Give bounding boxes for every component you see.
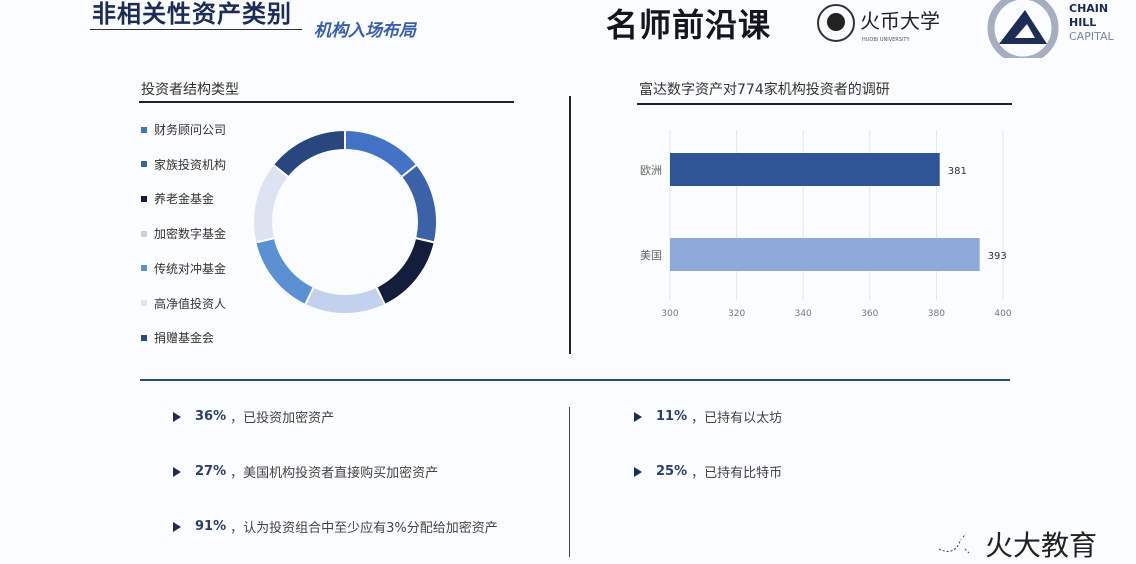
x-tick-label: 380 <box>928 309 945 319</box>
slide-subtitle: 机构入场布局 <box>314 21 416 41</box>
left-panel-rule <box>139 101 514 103</box>
huobi-university-logo: 火币大学 HUOBI UNIVERSITY <box>816 2 956 44</box>
bullet-text: ，认为投资组合中至少应有3%分配给加密资产 <box>230 521 498 536</box>
brand-logo-text: 名师前沿课 <box>606 6 772 44</box>
watermark-text: 火大教育 <box>985 529 1098 562</box>
triangle-bullet-icon <box>173 466 181 477</box>
bar <box>670 238 980 271</box>
triangle-bullet-icon <box>173 521 181 532</box>
bullet-percent: 25% <box>656 464 688 479</box>
chain-hill-capital-logo: CHAIN HILL CAPITAL <box>985 0 1135 64</box>
section-divider <box>140 379 1010 381</box>
legend-swatch <box>141 230 147 237</box>
legend-label: 加密数字基金 <box>154 227 227 242</box>
bullet-item: 91% ，认为投资组合中至少应有3%分配给加密资产 <box>173 517 498 536</box>
y-category-label: 欧洲 <box>640 164 662 177</box>
donut-slice <box>374 236 436 307</box>
donut-slice <box>271 128 346 179</box>
x-tick-label: 340 <box>795 309 812 319</box>
x-tick-label: 400 <box>994 309 1011 319</box>
brand3-line3: CAPITAL <box>1069 30 1114 43</box>
legend-label: 传统对冲基金 <box>154 261 227 276</box>
x-tick-label: 300 <box>661 309 678 319</box>
donut-slice <box>303 285 387 315</box>
donut-slice <box>254 236 316 307</box>
slide-title: 非相关性资产类别 <box>92 0 292 28</box>
bullet-item: 25% ，已持有比特币 <box>634 462 782 481</box>
legend-swatch <box>141 334 147 341</box>
x-tick-label: 360 <box>861 309 878 319</box>
bullet-text: ，已持有以太坊 <box>691 411 783 426</box>
bullet-percent: 36% <box>195 409 227 424</box>
bullet-percent: 27% <box>195 464 227 479</box>
bullet-text: ，已投资加密资产 <box>230 411 335 426</box>
bar-chart: 300 320 340 360 380 400 欧洲 381 美国 393 <box>640 130 1012 319</box>
donut-slice <box>252 163 291 244</box>
bullet-text: ，已持有比特币 <box>691 466 783 481</box>
left-panel-title: 投资者结构类型 <box>141 82 239 98</box>
donut-slice <box>344 128 419 179</box>
legend-label: 财务顾问公司 <box>154 123 227 137</box>
bottom-divider <box>569 407 570 557</box>
legend-item: 养老金基金 <box>141 190 214 207</box>
right-panel-title: 富达数字资产对774家机构投资者的调研 <box>639 82 890 98</box>
bar-value-label: 393 <box>988 251 1007 262</box>
brand3-line2: HILL <box>1069 16 1096 29</box>
legend-item: 财务顾问公司 <box>141 121 226 138</box>
brand2-sub: HUOBI UNIVERSITY <box>862 37 910 43</box>
bullet-percent: 91% <box>195 519 227 534</box>
donut-slice <box>399 163 438 244</box>
legend-swatch <box>141 161 147 168</box>
legend-item: 加密数字基金 <box>141 225 226 242</box>
bar-value-label: 381 <box>948 166 967 177</box>
legend-item: 捐赠基金会 <box>141 329 214 346</box>
legend-swatch <box>141 300 147 306</box>
legend-item: 传统对冲基金 <box>141 260 226 277</box>
legend-swatch <box>141 126 147 133</box>
legend-swatch <box>141 195 147 202</box>
bullet-item: 11% ，已持有以太坊 <box>634 407 782 426</box>
legend-label: 养老金基金 <box>154 192 215 207</box>
y-category-label: 美国 <box>640 249 662 262</box>
watermark: 火大教育 <box>935 524 1097 564</box>
legend-label: 高净值投资人 <box>154 296 227 311</box>
triangle-bullet-icon <box>634 411 642 422</box>
legend-label: 捐赠基金会 <box>154 331 215 346</box>
triangle-bullet-icon <box>634 466 642 477</box>
legend-item: 高净值投资人 <box>141 295 226 312</box>
bullet-text: ，美国机构投资者直接购买加密资产 <box>230 466 439 481</box>
triangle-bullet-icon <box>173 411 181 422</box>
bullet-item: 36% ，已投资加密资产 <box>173 407 334 426</box>
legend-swatch <box>141 265 147 272</box>
wechat-icon <box>938 533 970 554</box>
legend-label: 家族投资机构 <box>154 157 227 172</box>
right-panel-rule <box>637 103 1012 105</box>
x-tick-label: 320 <box>728 309 745 319</box>
donut-chart <box>252 128 438 315</box>
bullet-percent: 11% <box>656 409 688 424</box>
legend-item: 家族投资机构 <box>141 156 226 173</box>
title-divider <box>90 29 302 30</box>
bar <box>670 153 940 186</box>
bullet-item: 27% ，美国机构投资者直接购买加密资产 <box>173 462 438 481</box>
panel-divider <box>569 96 571 354</box>
brand2-text: 火币大学 <box>860 9 940 33</box>
brand3-line1: CHAIN <box>1069 2 1108 15</box>
